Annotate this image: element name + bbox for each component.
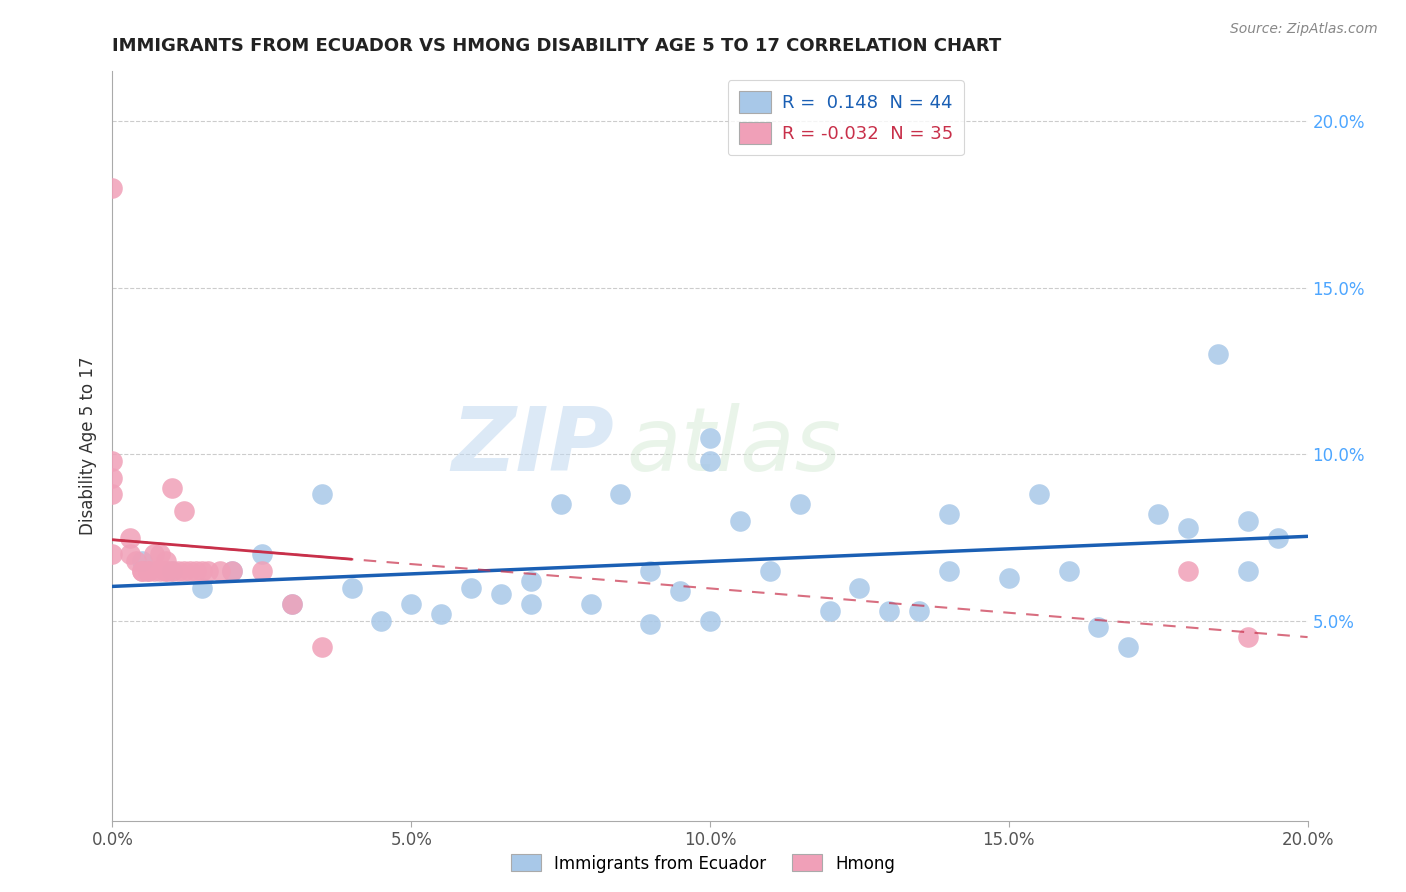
Text: atlas: atlas	[627, 403, 841, 489]
Point	[155, 564, 177, 578]
Point	[1118, 640, 1140, 655]
Point	[131, 564, 153, 578]
Point	[131, 564, 153, 578]
Point	[489, 587, 512, 601]
Point	[520, 574, 543, 588]
Point	[221, 564, 243, 578]
Point	[250, 564, 273, 578]
Point	[311, 640, 333, 655]
Point	[1237, 514, 1260, 528]
Point	[1237, 631, 1260, 645]
Point	[101, 454, 124, 468]
Point	[191, 581, 214, 595]
Point	[938, 508, 960, 522]
Point	[1147, 508, 1170, 522]
Point	[138, 564, 160, 578]
Point	[138, 564, 160, 578]
Point	[340, 581, 363, 595]
Point	[281, 597, 304, 611]
Point	[250, 547, 273, 561]
Point	[149, 564, 172, 578]
Point	[101, 547, 124, 561]
Point	[179, 564, 201, 578]
Point	[162, 481, 183, 495]
Point	[1177, 520, 1199, 534]
Point	[191, 564, 214, 578]
Point	[173, 504, 195, 518]
Point	[173, 564, 195, 578]
Point	[789, 497, 811, 511]
Point	[101, 487, 124, 501]
Point	[162, 564, 183, 578]
Point	[401, 597, 423, 611]
Point	[1206, 347, 1229, 361]
Point	[149, 547, 172, 561]
Point	[640, 564, 662, 578]
Point	[143, 547, 166, 561]
Point	[699, 454, 721, 468]
Point	[669, 583, 692, 598]
Point	[131, 554, 153, 568]
Point	[101, 181, 124, 195]
Point	[818, 604, 841, 618]
Point	[120, 531, 142, 545]
Point	[186, 564, 208, 578]
Point	[609, 487, 631, 501]
Legend: Immigrants from Ecuador, Hmong: Immigrants from Ecuador, Hmong	[505, 847, 901, 880]
Point	[699, 614, 721, 628]
Point	[1177, 564, 1199, 578]
Text: ZIP: ZIP	[451, 402, 614, 490]
Point	[311, 487, 333, 501]
Point	[221, 564, 243, 578]
Point	[101, 470, 124, 484]
Point	[460, 581, 482, 595]
Point	[370, 614, 392, 628]
Point	[155, 554, 177, 568]
Point	[998, 570, 1021, 584]
Point	[728, 514, 751, 528]
Point	[640, 617, 662, 632]
Legend: R =  0.148  N = 44, R = -0.032  N = 35: R = 0.148 N = 44, R = -0.032 N = 35	[728, 80, 965, 155]
Point	[848, 581, 870, 595]
Point	[1057, 564, 1080, 578]
Point	[197, 564, 219, 578]
Point	[520, 597, 543, 611]
Point	[143, 564, 166, 578]
Point	[125, 554, 148, 568]
Point	[699, 431, 721, 445]
Point	[167, 564, 190, 578]
Point	[120, 547, 142, 561]
Point	[209, 564, 232, 578]
Point	[879, 604, 901, 618]
Point	[908, 604, 931, 618]
Text: IMMIGRANTS FROM ECUADOR VS HMONG DISABILITY AGE 5 TO 17 CORRELATION CHART: IMMIGRANTS FROM ECUADOR VS HMONG DISABIL…	[112, 37, 1001, 54]
Point	[162, 564, 183, 578]
Point	[579, 597, 602, 611]
Y-axis label: Disability Age 5 to 17: Disability Age 5 to 17	[79, 357, 97, 535]
Text: Source: ZipAtlas.com: Source: ZipAtlas.com	[1230, 22, 1378, 37]
Point	[155, 564, 177, 578]
Point	[281, 597, 304, 611]
Point	[759, 564, 782, 578]
Point	[1028, 487, 1050, 501]
Point	[1267, 531, 1289, 545]
Point	[938, 564, 960, 578]
Point	[430, 607, 453, 622]
Point	[1237, 564, 1260, 578]
Point	[1087, 620, 1109, 634]
Point	[550, 497, 572, 511]
